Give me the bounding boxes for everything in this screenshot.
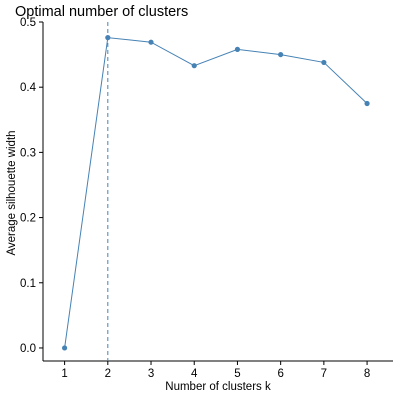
- y-tick-label: 0.3: [20, 147, 36, 159]
- x-tick-label: 6: [277, 368, 283, 380]
- y-axis-label: Average silhouette width: [6, 130, 18, 255]
- y-tick-label: 0.5: [20, 17, 36, 29]
- x-tick-label: 5: [234, 368, 240, 380]
- x-tick-label: 4: [191, 368, 198, 380]
- data-point: [105, 35, 111, 41]
- x-tick-label: 2: [105, 368, 111, 380]
- data-point: [234, 46, 241, 52]
- x-tick-label: 1: [61, 368, 67, 380]
- axes: [42, 22, 393, 362]
- series-line: [64, 37, 368, 349]
- x-tick-label: 3: [148, 368, 154, 380]
- x-tick-label: 7: [321, 368, 327, 380]
- data-point: [278, 51, 284, 58]
- data-point: [191, 63, 197, 69]
- data-point: [364, 100, 370, 107]
- data-point: [62, 345, 68, 351]
- x-tick-label: 8: [364, 368, 370, 380]
- data-point: [148, 39, 154, 45]
- series-layer: [62, 35, 370, 351]
- y-tick-label: 0.1: [20, 278, 36, 290]
- ticks: 0.0 0.1 0.2 0.3 0.4 0.5 1 2 3 4 5 6 7 8: [20, 17, 370, 380]
- x-axis-label: Number of clusters k: [165, 381, 271, 393]
- data-point: [321, 59, 327, 66]
- y-tick-label: 0.4: [20, 82, 37, 94]
- y-tick-label: 0.0: [20, 343, 36, 355]
- y-tick-label: 0.2: [20, 213, 36, 225]
- chart-title: Optimal number of clusters: [15, 4, 188, 20]
